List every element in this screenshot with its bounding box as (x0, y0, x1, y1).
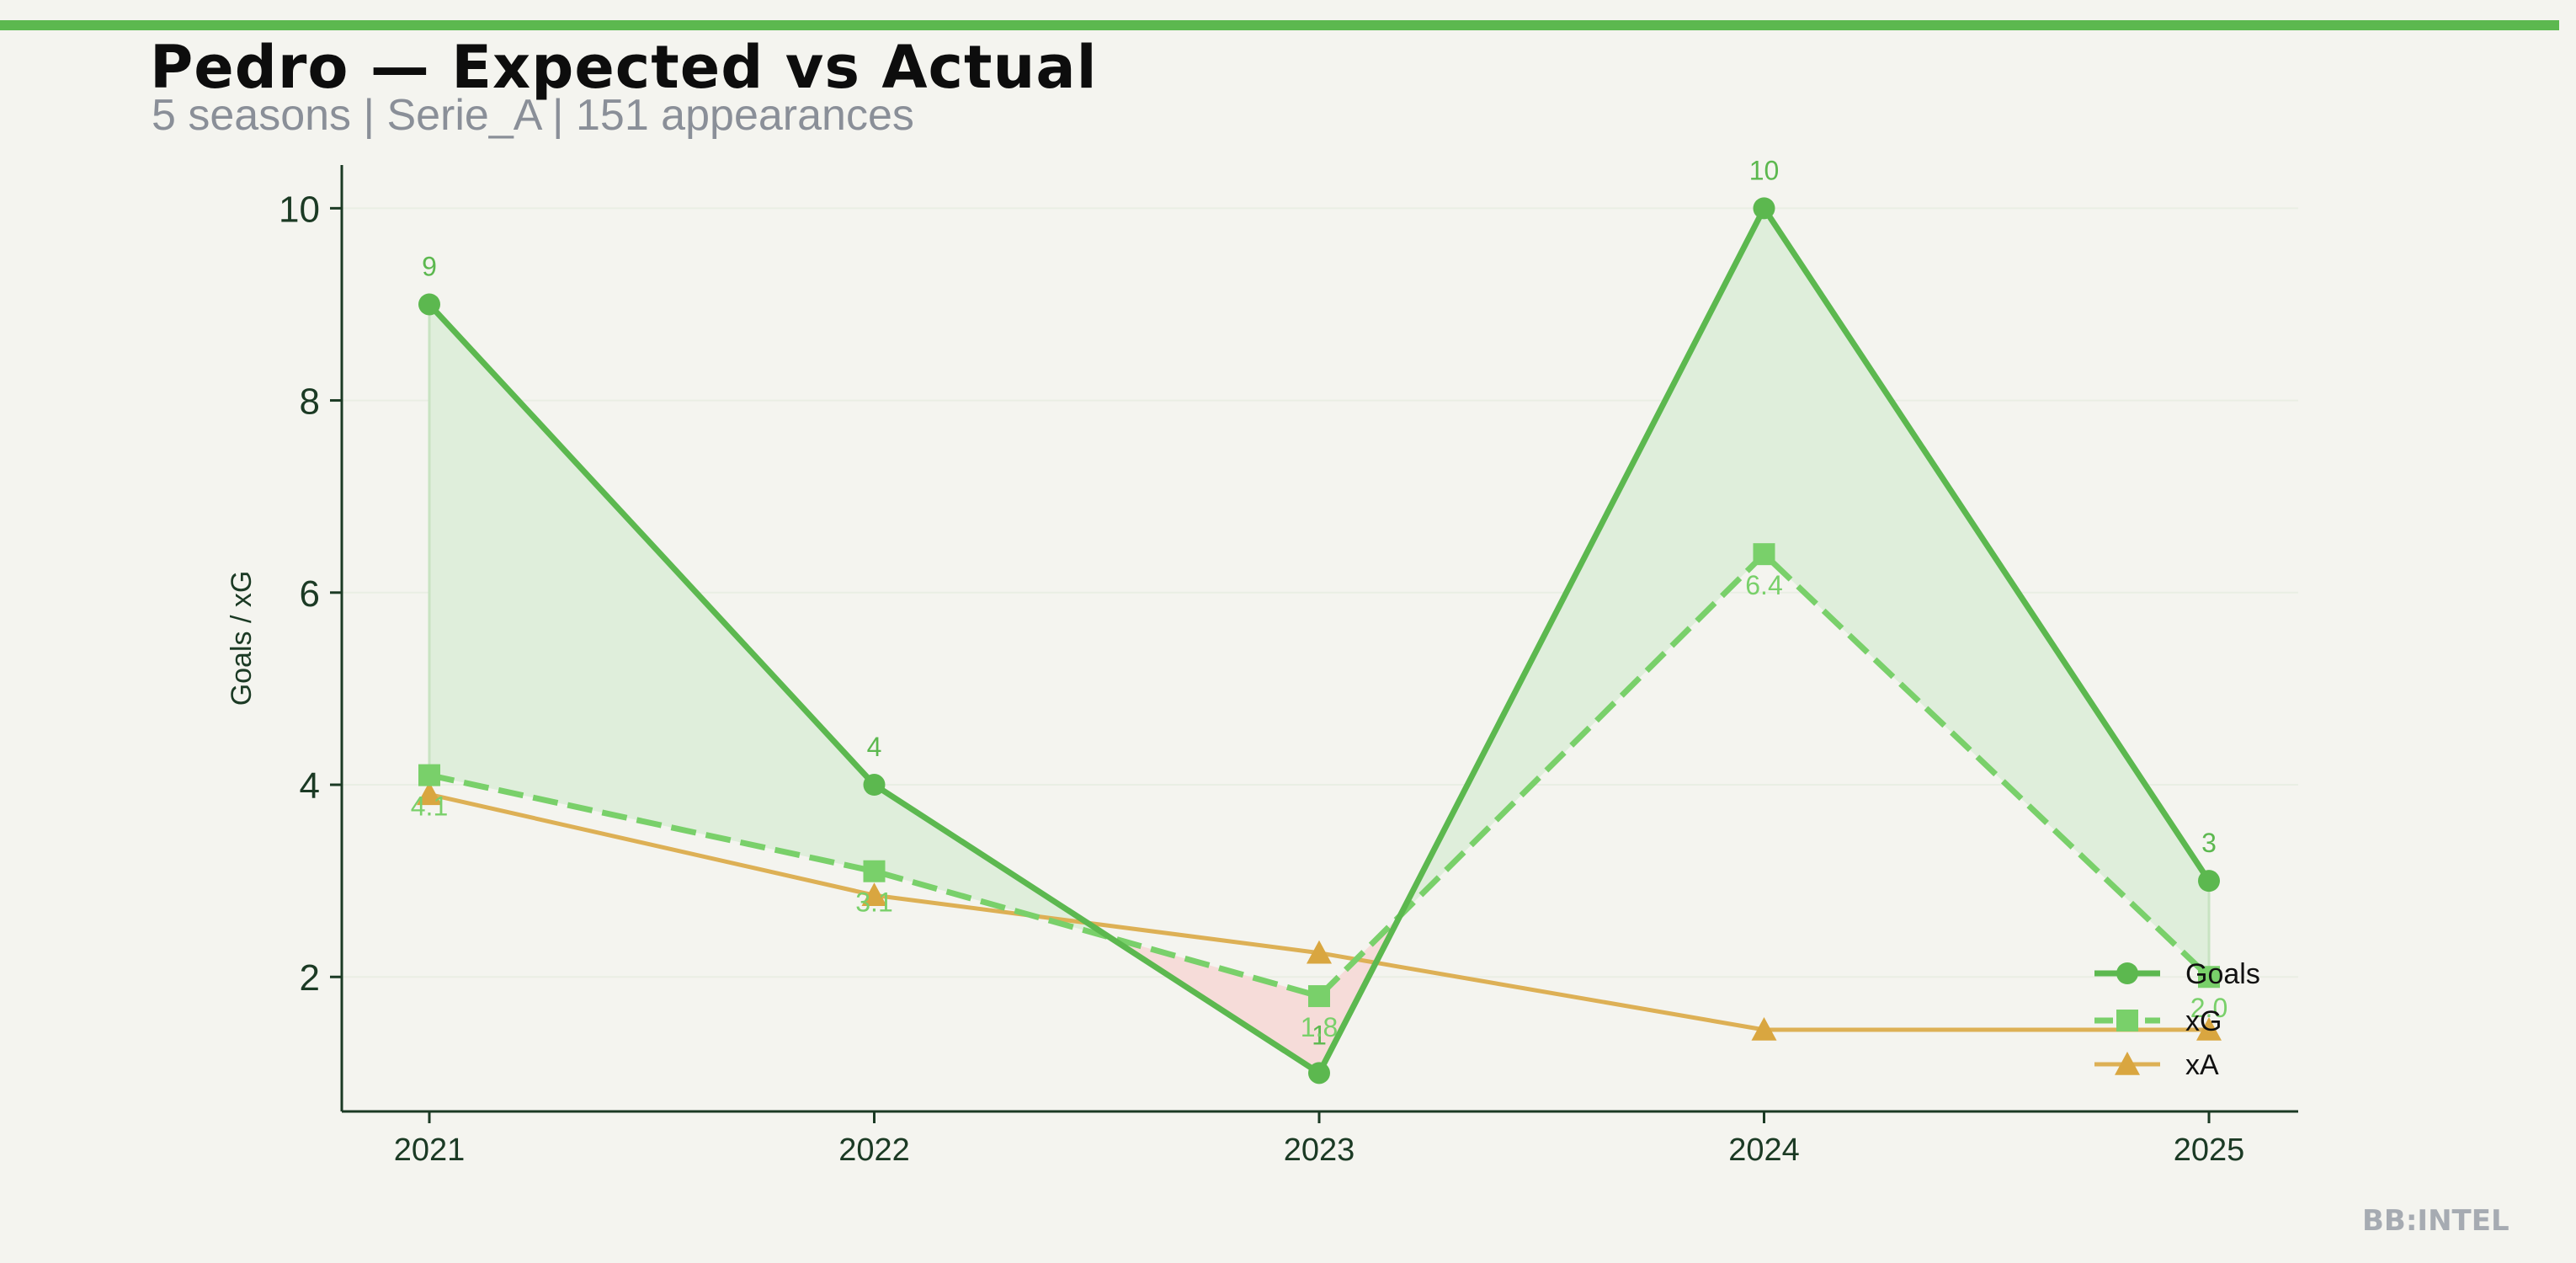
goals-point (1308, 1062, 1330, 1084)
legend-marker (2116, 962, 2138, 984)
x-tick-label: 2023 (1284, 1132, 1355, 1168)
x-tick-label: 2025 (2174, 1132, 2245, 1168)
xg-line (428, 551, 2211, 999)
goals-point (2198, 870, 2220, 893)
xg-point (1308, 985, 1330, 1008)
xa-point (1307, 940, 1332, 964)
x-tick-label: 2024 (1728, 1132, 1800, 1168)
xa-point (861, 882, 887, 906)
goals-data-label: 10 (1749, 155, 1780, 185)
chart-subtitle: 5 seasons | Serie_A | 151 appearances (152, 91, 914, 140)
xg-point (1753, 543, 1775, 566)
overperformance-area (429, 304, 875, 871)
xg-data-label: 3.1 (855, 887, 892, 918)
xg-data-label: 4.1 (411, 791, 448, 822)
xg-point (863, 860, 886, 882)
xg-point (418, 764, 440, 786)
goals-point (863, 774, 886, 797)
xg-data-label: 2.0 (2190, 993, 2227, 1023)
xa-point (2196, 1017, 2222, 1041)
legend-marker (2116, 1010, 2138, 1031)
brand-watermark: BB:INTEL (2362, 1204, 2509, 1238)
accent-bar (0, 20, 2559, 30)
x-tick-label: 2021 (394, 1132, 466, 1168)
xg-data-label: 1.8 (1301, 1012, 1338, 1042)
legend-marker (2115, 1052, 2140, 1075)
xg-data-label: 6.4 (1745, 570, 1782, 600)
goals-data-label: 1 (1312, 1020, 1327, 1050)
goals-point (1753, 197, 1775, 220)
goals-data-label: 9 (422, 251, 437, 281)
goals-data-label: 4 (867, 732, 882, 762)
legend-label: Goals (2185, 958, 2260, 990)
xa-point (1751, 1017, 1777, 1041)
y-axis-title: Goals / xG (226, 571, 258, 706)
x-tick-label: 2022 (838, 1132, 910, 1168)
y-tick-label: 4 (300, 765, 320, 807)
goals-point (418, 293, 440, 316)
y-tick-label: 10 (279, 189, 320, 230)
y-tick-label: 6 (300, 573, 320, 615)
chart-title: Pedro — Expected vs Actual (150, 33, 1098, 102)
goals-data-label: 3 (2201, 828, 2217, 858)
legend-label: xG (2185, 1005, 2222, 1037)
xa-point (417, 781, 442, 806)
legend-label: xA (2185, 1049, 2219, 1081)
xg-point (2198, 966, 2220, 989)
y-tick-label: 8 (300, 381, 320, 423)
y-tick-label: 2 (300, 957, 320, 999)
overperformance-area (1764, 208, 2209, 978)
